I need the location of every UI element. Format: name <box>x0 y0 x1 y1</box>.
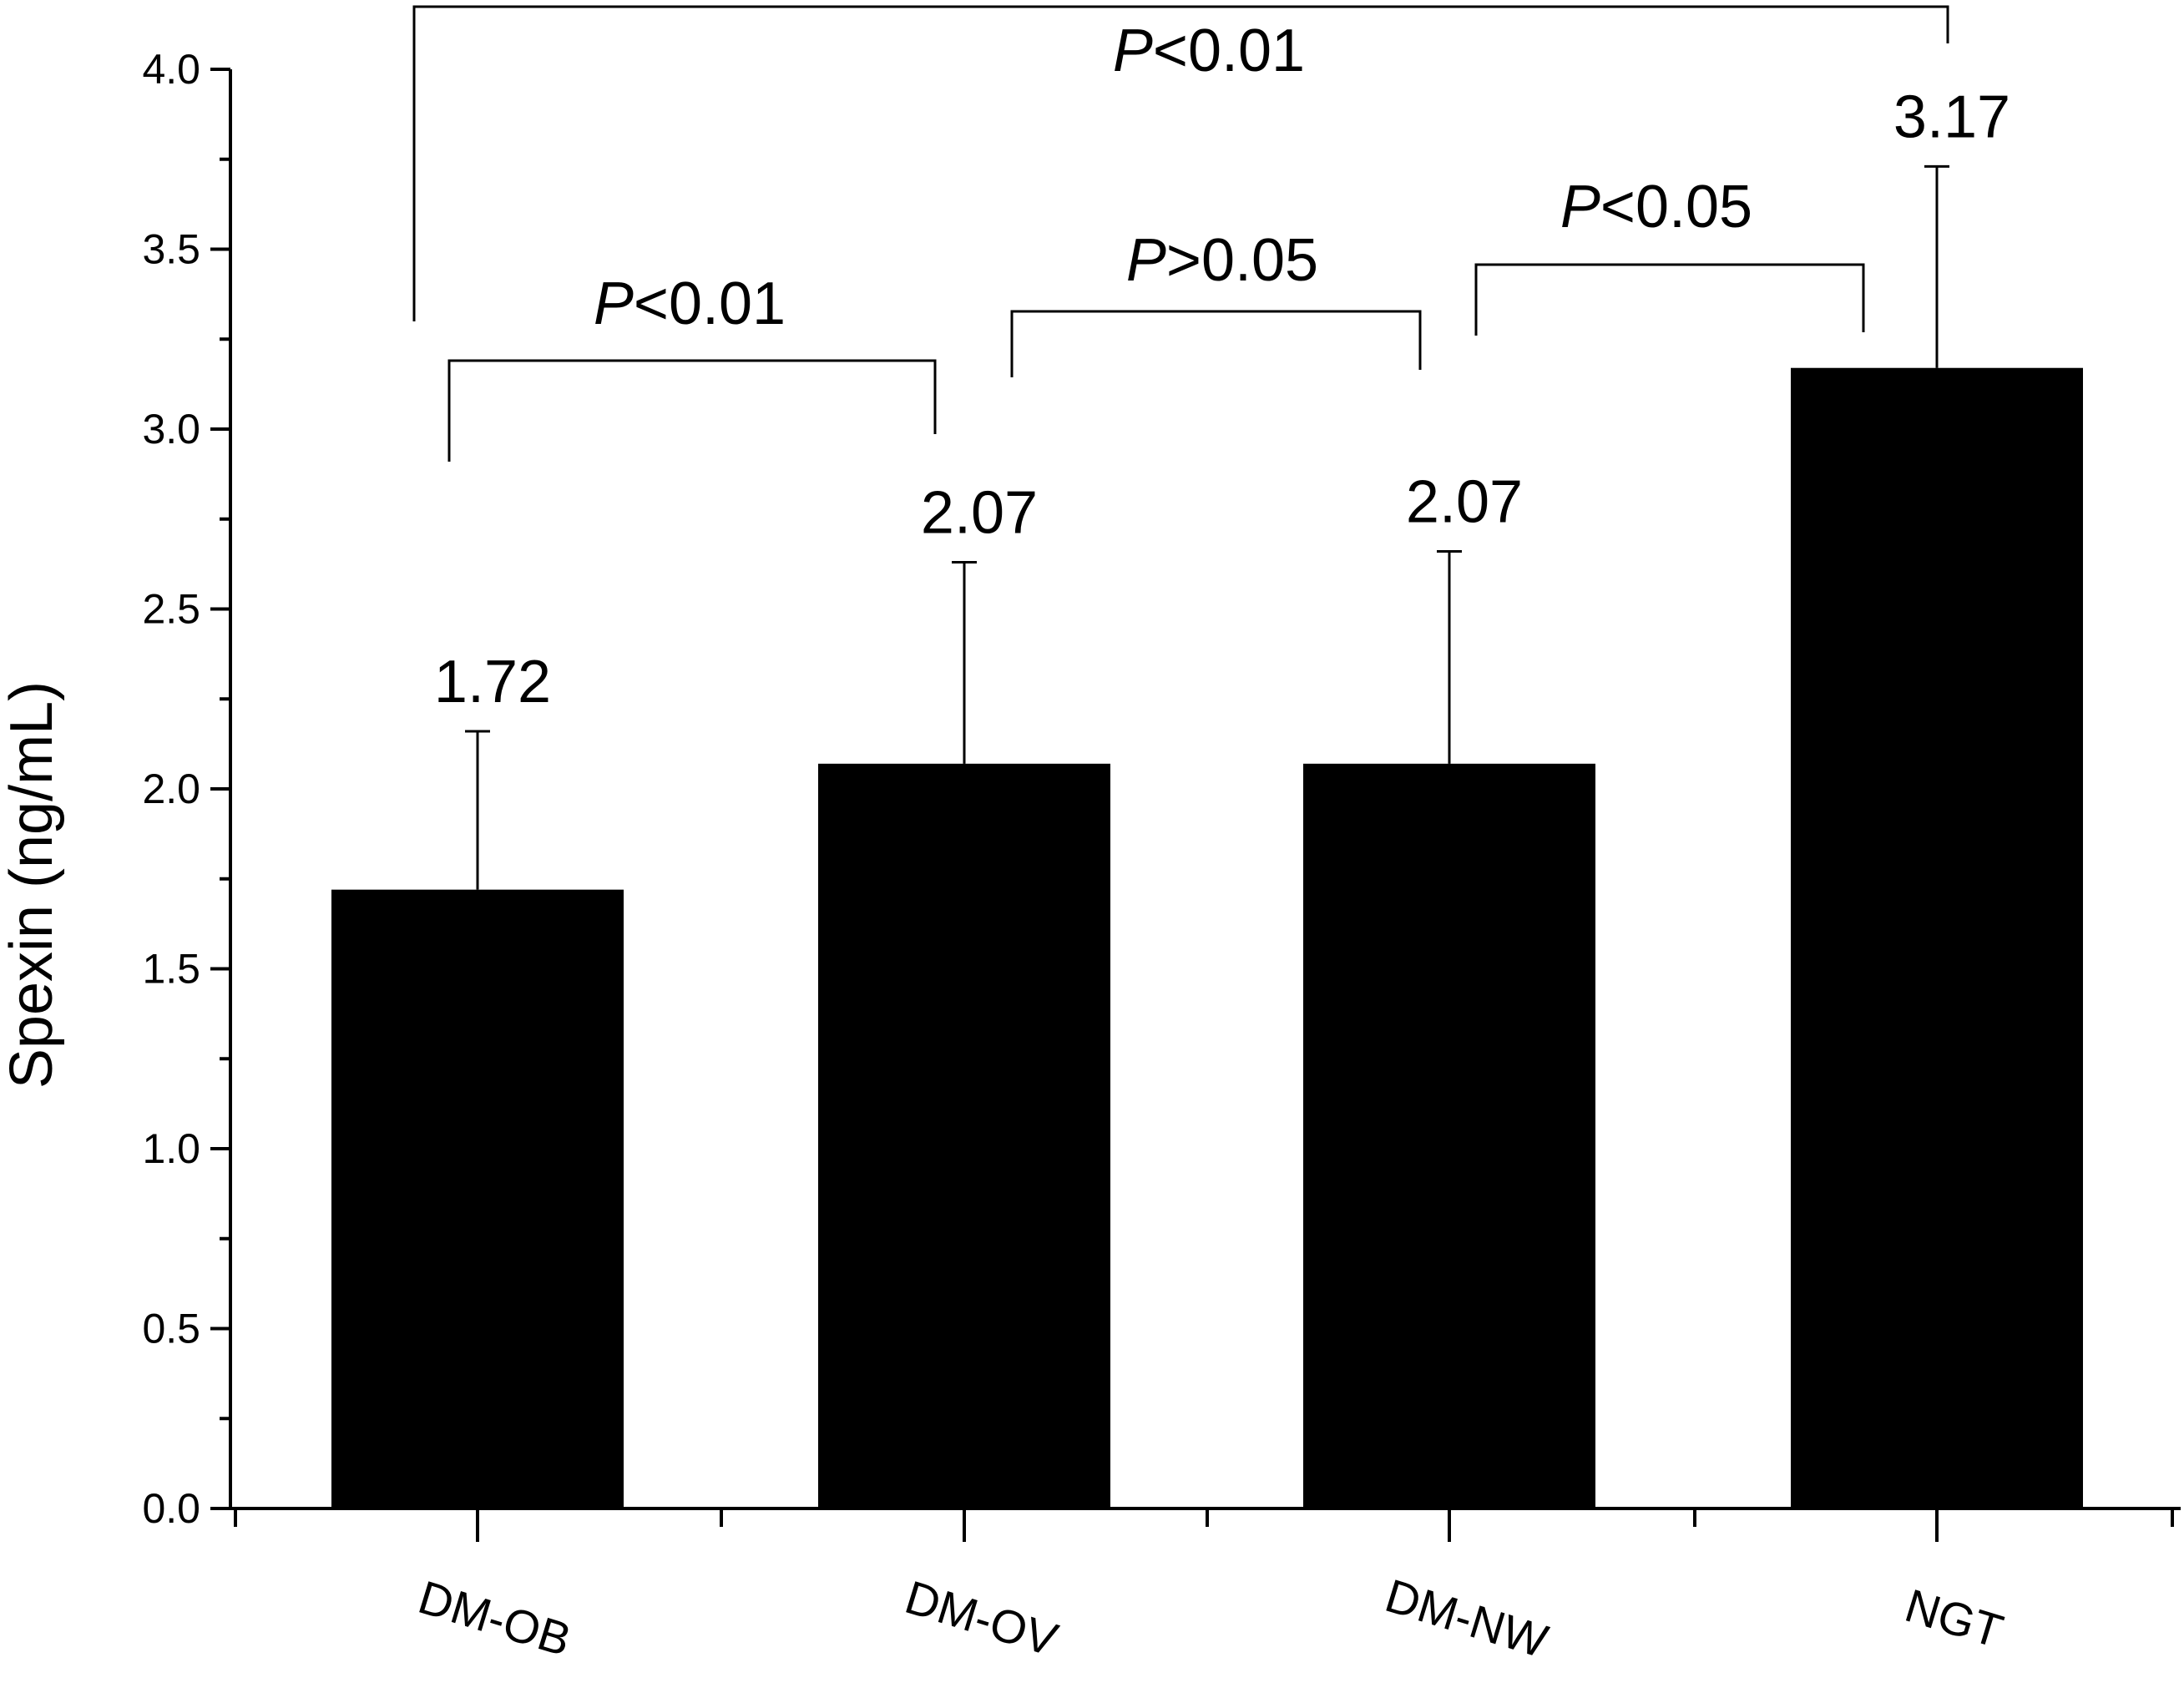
bracket-dm-ov-vs-dm-nw <box>1010 310 1422 377</box>
y-tick-label: 2.5 <box>142 586 200 633</box>
bracket-dm-nw-vs-ngt <box>1474 263 1865 336</box>
y-tick-label: 0.0 <box>142 1485 200 1532</box>
y-tick-label: 4.0 <box>142 46 200 93</box>
x-tick-label: NGT <box>1899 1579 2009 1658</box>
significance-brackets-group: P<0.01 P>0.05 P<0.05 P<0.01 <box>412 5 1949 462</box>
y-tick-label: 3.0 <box>142 406 200 452</box>
error-bars-group <box>465 164 1949 890</box>
y-tick-label: 1.5 <box>142 946 200 993</box>
p-value-label-dm-ob-vs-dm-ov: P<0.01 <box>594 270 786 337</box>
y-tick-label: 1.0 <box>142 1125 200 1172</box>
bars-group <box>331 367 2083 1509</box>
bar-ngt <box>1791 367 2083 1509</box>
x-tick-label: DM-OB <box>412 1570 577 1666</box>
bracket-dm-ob-vs-dm-ov <box>447 359 937 462</box>
bar-dm-ob <box>331 889 624 1508</box>
bracket-dm-ob-vs-ngt <box>412 5 1949 321</box>
x-tick-label: DM-NW <box>1379 1569 1554 1667</box>
p-value-label-dm-ob-vs-ngt: P<0.01 <box>1113 18 1305 84</box>
value-labels-group: 1.72 2.07 2.07 3.17 <box>434 83 2010 715</box>
bar-dm-nw <box>1303 763 1595 1508</box>
data-label-dm-nw: 2.07 <box>1406 469 1523 536</box>
x-tick-label: DM-OV <box>899 1570 1064 1666</box>
y-tick-label: 3.5 <box>142 226 200 273</box>
p-value-label-dm-nw-vs-ngt: P<0.05 <box>1560 174 1752 240</box>
bar-dm-ov <box>818 763 1110 1508</box>
p-value-label-dm-ov-vs-dm-nw: P>0.05 <box>1126 227 1318 294</box>
data-label-dm-ov: 2.07 <box>921 479 1038 546</box>
data-label-ngt: 3.17 <box>1893 83 2010 150</box>
y-axis-title: Spexin (ng/mL) <box>0 681 65 1089</box>
data-label-dm-ob: 1.72 <box>434 649 551 715</box>
y-tick-label: 2.0 <box>142 766 200 812</box>
y-tick-label: 0.5 <box>142 1306 200 1352</box>
